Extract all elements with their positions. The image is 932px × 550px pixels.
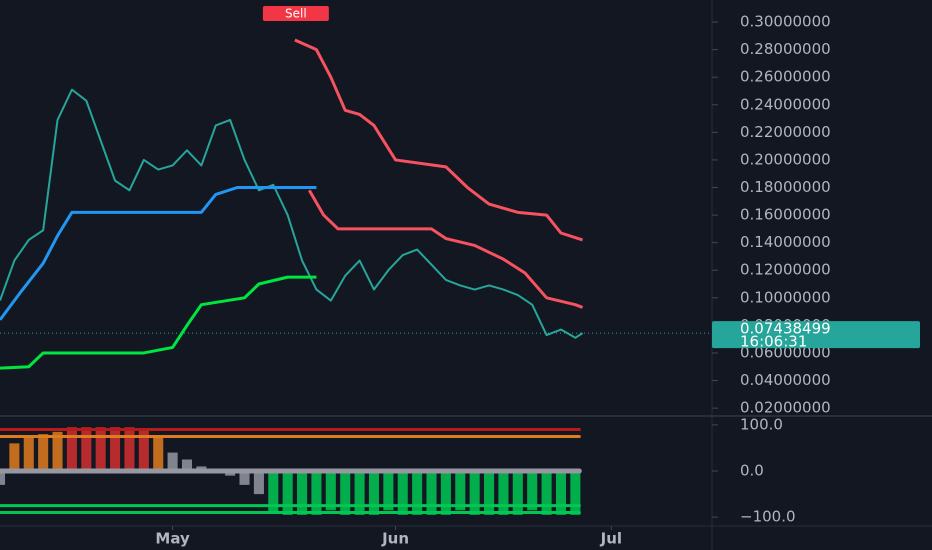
histogram-bar (52, 431, 63, 472)
y-tick-label: 0.04000000 (740, 371, 831, 389)
signal-label: Sell (285, 7, 307, 21)
histogram-bar (455, 471, 466, 511)
x-tick-label: May (155, 530, 190, 548)
histogram-bar (110, 427, 121, 472)
histogram-bar (95, 427, 106, 472)
histogram-bar (138, 429, 149, 472)
series-line (0, 88, 584, 339)
histogram-bar (412, 471, 423, 515)
histogram-bar (0, 471, 6, 485)
y-tick-label: 0.28000000 (740, 40, 831, 58)
histogram-bar (253, 471, 264, 495)
histogram-bar (555, 471, 567, 515)
histogram-bar (498, 471, 509, 515)
y-tick-label: 0.18000000 (740, 178, 831, 196)
histogram-bar (167, 452, 178, 472)
histogram-bar (426, 471, 437, 515)
histogram-bar (81, 427, 92, 472)
y-tick-label: 0.22000000 (740, 123, 831, 141)
histogram-bar (268, 471, 279, 513)
x-tick-label: Jul (600, 530, 622, 548)
y-tick-label: 100.0 (740, 415, 783, 433)
histogram-bar (440, 471, 451, 515)
histogram-bar (153, 436, 164, 472)
last-price-label: 0.07438499 (740, 320, 831, 338)
y-tick-label: 0.30000000 (740, 13, 831, 31)
y-tick-label: 0.0 (740, 462, 764, 480)
signal-badge (262, 6, 329, 22)
y-tick-label: 0.12000000 (740, 261, 831, 279)
y-tick-label: 0.26000000 (740, 68, 831, 86)
histogram-bar (469, 471, 480, 515)
y-tick-label: 0.10000000 (740, 288, 831, 306)
series-line (294, 38, 584, 242)
histogram-bar (38, 434, 49, 472)
histogram-bar (397, 471, 408, 515)
histogram-bar (570, 471, 581, 515)
x-tick-label: Jun (381, 530, 409, 548)
histogram-bar (124, 427, 135, 472)
histogram-bar (297, 471, 308, 515)
histogram-bar (354, 471, 365, 515)
countdown: 16:06:31 (740, 333, 807, 351)
histogram-bar (325, 471, 336, 511)
histogram-bar (23, 436, 34, 472)
histogram-bar (282, 471, 293, 515)
histogram-bar (239, 471, 250, 485)
histogram-bar (9, 443, 20, 472)
histogram-bar (484, 471, 495, 515)
y-tick-label: −100.0 (740, 508, 796, 526)
histogram-bar (181, 459, 193, 472)
y-tick-label: 0.14000000 (740, 233, 831, 251)
series-line (307, 189, 584, 309)
histogram-bar (512, 471, 523, 515)
histogram-bar (368, 471, 380, 515)
y-tick-label: 0.20000000 (740, 150, 831, 168)
histogram-bar (311, 471, 322, 515)
y-tick-label: 0.02000000 (740, 399, 831, 417)
last-price-tag (712, 321, 920, 349)
series-line (0, 186, 317, 321)
histogram-bar (66, 427, 77, 472)
y-tick-label: 0.16000000 (740, 206, 831, 224)
histogram-bar (340, 471, 351, 515)
histogram-bar (527, 471, 538, 511)
histogram-bar (541, 471, 552, 515)
series-line (0, 275, 317, 370)
y-tick-label: 0.24000000 (740, 95, 831, 113)
histogram-bar (383, 471, 394, 511)
